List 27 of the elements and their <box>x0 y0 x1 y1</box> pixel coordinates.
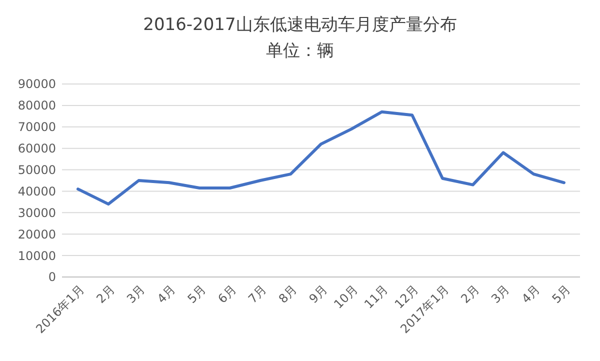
y-tick-label: 90000 <box>18 77 56 92</box>
y-tick-label: 60000 <box>18 142 56 156</box>
y-tick-label: 30000 <box>18 206 56 220</box>
y-tick-label: 0 <box>48 270 56 284</box>
x-tick-label: 9月 <box>306 282 330 306</box>
y-tick-label: 50000 <box>18 162 56 177</box>
x-tick-label: 4月 <box>154 282 178 306</box>
y-tick-label: 80000 <box>18 98 56 113</box>
x-tick-label: 4月 <box>518 282 543 306</box>
x-tick-label: 5月 <box>184 282 209 306</box>
y-tick-label: 10000 <box>18 248 56 263</box>
x-tick-label: 11月 <box>362 282 391 312</box>
x-tick-label: 2月 <box>94 282 118 306</box>
x-tick-label: 2月 <box>458 282 482 306</box>
x-tick-label: 6月 <box>215 282 239 306</box>
x-tick-label: 3月 <box>488 282 512 306</box>
x-tick-label: 3月 <box>124 282 148 306</box>
x-tick-label: 5月 <box>549 282 574 306</box>
chart-title: 2016-2017山东低速电动车月度产量分布 <box>143 15 457 35</box>
x-tick-label: 8月 <box>276 282 300 306</box>
y-tick-label: 70000 <box>18 120 56 134</box>
x-tick-label: 7月 <box>246 282 270 306</box>
y-tick-label: 20000 <box>18 227 56 242</box>
y-tick-label: 40000 <box>18 184 56 198</box>
chart-subtitle: 单位：辆 <box>266 41 334 61</box>
x-tick-label: 10月 <box>331 282 360 312</box>
line-series <box>76 110 566 206</box>
